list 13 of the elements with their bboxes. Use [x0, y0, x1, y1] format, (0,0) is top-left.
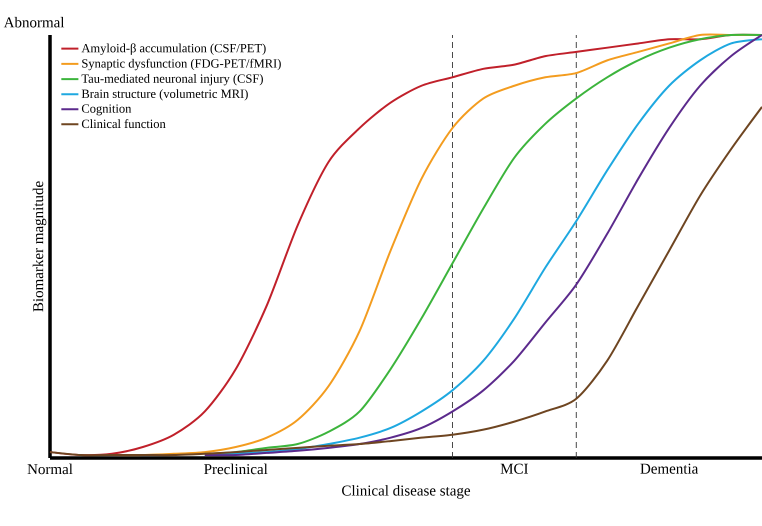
legend-label: Amyloid-β accumulation (CSF/PET): [82, 43, 266, 55]
legend-label: Clinical function: [82, 119, 166, 128]
legend-label: Tau-mediated neuronal injury (CSF): [82, 74, 263, 86]
x-tick-label: MCI: [500, 464, 528, 474]
text: Abnormal: [4, 16, 64, 28]
legend-label: Cognition: [82, 104, 132, 116]
legend-label: Synaptic dysfunction (FDG-PET/fMRI): [82, 58, 281, 70]
x-tick-label: Dementia: [640, 464, 698, 474]
x-axis-title: Clinical disease stage: [342, 485, 470, 499]
x-tick-label: Preclinical: [204, 464, 268, 474]
legend-label: Brain structure (volumetric MRI): [82, 89, 248, 101]
y-axis-title: Biomarker magnitude: [32, 181, 46, 312]
x-tick-label: Normal: [28, 464, 73, 474]
